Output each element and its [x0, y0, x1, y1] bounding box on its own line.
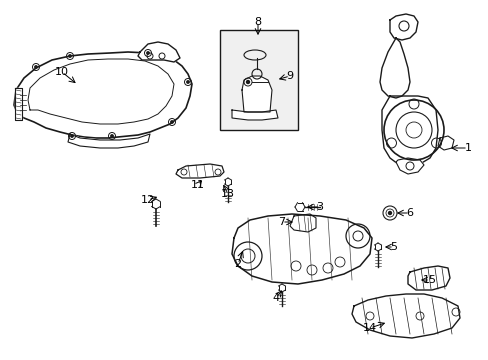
Text: 10: 10 — [55, 67, 69, 77]
Text: 5: 5 — [390, 242, 397, 252]
Polygon shape — [407, 266, 449, 290]
Bar — [220, 30, 297, 130]
Text: 15: 15 — [422, 275, 436, 285]
Text: 12: 12 — [141, 195, 155, 205]
Text: 7: 7 — [278, 217, 285, 227]
Text: 3: 3 — [316, 202, 323, 212]
Bar — [220, 30, 297, 130]
Polygon shape — [389, 14, 417, 40]
Text: 11: 11 — [191, 180, 204, 190]
Circle shape — [35, 66, 37, 68]
Polygon shape — [379, 38, 409, 98]
Circle shape — [170, 121, 173, 123]
Circle shape — [71, 135, 73, 137]
Text: 2: 2 — [234, 259, 241, 269]
Text: 6: 6 — [406, 208, 413, 218]
Circle shape — [69, 55, 71, 57]
Circle shape — [186, 81, 189, 83]
Polygon shape — [176, 164, 224, 178]
Circle shape — [111, 135, 113, 137]
Polygon shape — [381, 96, 437, 166]
Polygon shape — [351, 294, 459, 338]
Text: 9: 9 — [286, 71, 293, 81]
Polygon shape — [289, 214, 315, 232]
Text: 13: 13 — [221, 189, 235, 199]
Polygon shape — [231, 214, 371, 284]
Polygon shape — [14, 52, 192, 138]
Polygon shape — [68, 134, 150, 148]
Polygon shape — [395, 158, 423, 174]
Circle shape — [246, 81, 249, 84]
Polygon shape — [15, 88, 22, 120]
Text: 14: 14 — [362, 323, 376, 333]
Circle shape — [387, 212, 391, 215]
Polygon shape — [437, 136, 453, 150]
Text: 8: 8 — [254, 17, 261, 27]
Circle shape — [146, 52, 149, 54]
Polygon shape — [138, 42, 180, 62]
Text: 4: 4 — [272, 293, 279, 303]
Polygon shape — [231, 110, 278, 120]
Polygon shape — [242, 76, 271, 112]
Text: 1: 1 — [464, 143, 470, 153]
